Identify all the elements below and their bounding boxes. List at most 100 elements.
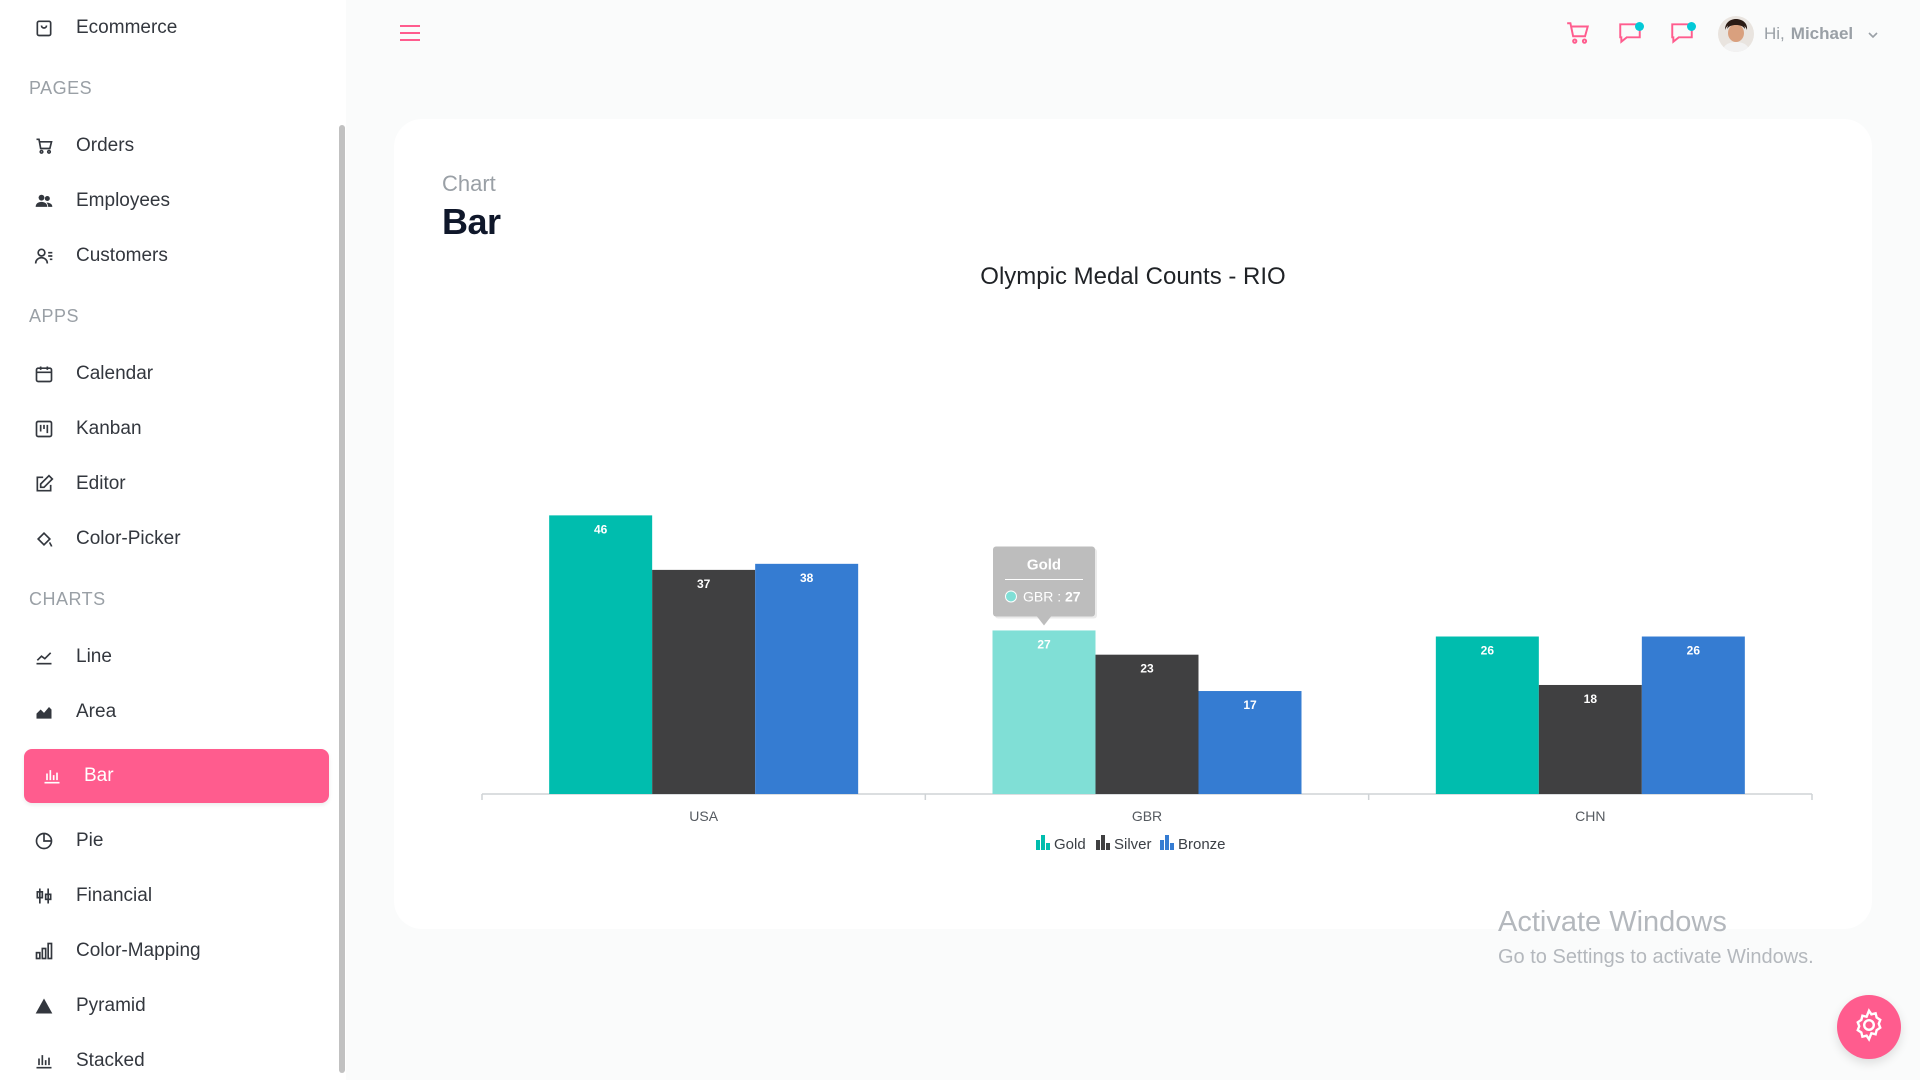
- x-tick-label: CHN: [1575, 808, 1605, 824]
- sidebar-item-calendar[interactable]: Calendar: [24, 347, 329, 401]
- tooltip-pointer: [1037, 616, 1051, 626]
- cart-icon: [32, 134, 56, 158]
- chat-notification-dot: [1635, 22, 1644, 31]
- cart-icon: [1565, 20, 1591, 51]
- sidebar-item-orders[interactable]: Orders: [24, 119, 329, 173]
- sidebar-item-area[interactable]: Area: [24, 685, 329, 739]
- sidebar-scrollbar-thumb[interactable]: [339, 125, 345, 1073]
- sidebar-item-label: Orders: [76, 135, 135, 156]
- sidebar: Ecommerce PAGES Orders Employees Custome…: [0, 0, 346, 1080]
- legend-icon-bar: [1096, 840, 1100, 850]
- legend-icon-bar: [1041, 835, 1045, 850]
- sidebar-item-label: Calendar: [76, 363, 154, 384]
- legend-icon-bar: [1036, 840, 1040, 850]
- legend-icon-bar: [1160, 840, 1164, 850]
- sidebar-item-label: Color-Picker: [76, 528, 181, 549]
- data-label: 27: [1037, 637, 1051, 651]
- x-tick-label: GBR: [1132, 808, 1162, 824]
- sidebar-item-pie[interactable]: Pie: [24, 814, 329, 868]
- bar-bronze-gbr: [1198, 691, 1302, 794]
- sidebar-item-line[interactable]: Line: [24, 630, 329, 684]
- cart-button[interactable]: [1558, 16, 1598, 54]
- color-mapping-icon: [32, 939, 56, 963]
- customers-icon: [32, 244, 56, 268]
- legend-icon-bar: [1101, 835, 1105, 850]
- notifications-button[interactable]: [1662, 16, 1702, 54]
- data-label: 37: [697, 577, 711, 591]
- sidebar-item-ecommerce[interactable]: Ecommerce: [24, 1, 329, 55]
- sidebar-item-kanban[interactable]: Kanban: [24, 402, 329, 456]
- bar-bronze-usa: [755, 563, 859, 794]
- bar-silver-usa: [652, 569, 756, 794]
- sidebar-scroll: Ecommerce PAGES Orders Employees Custome…: [0, 0, 346, 1080]
- tooltip-title: Gold: [1027, 556, 1061, 573]
- chart-title: Olympic Medal Counts - RIO: [980, 263, 1285, 290]
- sidebar-item-label: Stacked: [76, 1050, 145, 1071]
- sidebar-item-customers[interactable]: Customers: [24, 229, 329, 283]
- bar-gold-gbr: [992, 630, 1096, 794]
- pyramid-icon: [32, 994, 56, 1018]
- sidebar-item-label: Kanban: [76, 418, 142, 439]
- sidebar-item-label: Financial: [76, 885, 153, 906]
- sidebar-item-label: Customers: [76, 245, 168, 266]
- section-title-apps: APPS: [29, 306, 80, 326]
- sidebar-item-pyramid[interactable]: Pyramid: [24, 979, 329, 1033]
- sidebar-item-employees[interactable]: Employees: [24, 174, 329, 228]
- employees-icon: [32, 189, 56, 213]
- menu-toggle-button[interactable]: [395, 20, 425, 50]
- tooltip-box: [993, 546, 1095, 617]
- gear-icon: [1851, 1007, 1887, 1048]
- sidebar-item-label: Employees: [76, 190, 170, 211]
- kanban-icon: [32, 417, 56, 441]
- sidebar-item-label: Bar: [84, 765, 114, 786]
- sidebar-item-color-picker[interactable]: Color-Picker: [24, 512, 329, 566]
- hamburger-icon: [399, 24, 421, 47]
- data-label: 26: [1481, 644, 1495, 658]
- sidebar-item-editor[interactable]: Editor: [24, 457, 329, 511]
- sidebar-item-bar[interactable]: Bar: [24, 749, 329, 803]
- sidebar-item-label: Editor: [76, 473, 126, 494]
- bar-silver-chn: [1538, 684, 1642, 794]
- sidebar-item-label: Color-Mapping: [76, 940, 201, 961]
- legend-label-gold: Gold: [1054, 836, 1086, 853]
- sidebar-item-label: Ecommerce: [76, 17, 178, 38]
- bar-chart-icon: [40, 764, 64, 788]
- section-title-charts: CHARTS: [29, 589, 106, 609]
- data-label: 17: [1243, 698, 1257, 712]
- legend-label-bronze: Bronze: [1178, 836, 1226, 853]
- line-chart-icon: [32, 645, 56, 669]
- x-tick-label: USA: [689, 808, 718, 824]
- legend-icon-bar: [1170, 843, 1174, 850]
- bar-gold-usa: [549, 515, 653, 794]
- legend-label-silver: Silver: [1114, 836, 1152, 853]
- section-title-pages: PAGES: [29, 78, 93, 98]
- bar-silver-gbr: [1095, 654, 1199, 794]
- settings-button[interactable]: [1837, 995, 1901, 1059]
- chat-button[interactable]: [1610, 16, 1650, 54]
- greeting-text: Hi,: [1764, 24, 1785, 43]
- pie-chart-icon: [32, 829, 56, 853]
- windows-activation-subtitle: Go to Settings to activate Windows.: [1498, 946, 1814, 968]
- color-picker-icon: [32, 527, 56, 551]
- bar-bronze-chn: [1641, 636, 1745, 794]
- page-title: Bar: [442, 201, 501, 242]
- legend-icon-bar: [1046, 843, 1050, 850]
- chevron-down-icon: [1867, 28, 1879, 40]
- windows-activation-title: Activate Windows: [1498, 906, 1727, 938]
- financial-icon: [32, 884, 56, 908]
- sidebar-item-financial[interactable]: Financial: [24, 869, 329, 923]
- legend-icon-bar: [1165, 835, 1169, 850]
- shopping-bag-icon: [32, 16, 56, 40]
- area-chart-icon: [32, 700, 56, 724]
- bar-chart: Olympic Medal Counts - RIO 46 37 38 USA 27 23 1…: [481, 263, 1813, 853]
- sidebar-item-label: Line: [76, 646, 112, 667]
- sidebar-item-color-mapping[interactable]: Color-Mapping: [24, 924, 329, 978]
- editor-icon: [32, 472, 56, 496]
- sidebar-item-label: Pie: [76, 830, 104, 851]
- message-notification-dot: [1687, 22, 1696, 31]
- tooltip-value: GBR : 27: [1023, 588, 1081, 604]
- tooltip-marker: [1005, 590, 1017, 603]
- stacked-icon: [32, 1049, 56, 1073]
- sidebar-item-stacked[interactable]: Stacked: [24, 1034, 329, 1080]
- user-profile-menu[interactable]: Hi, Michael: [1718, 14, 1879, 54]
